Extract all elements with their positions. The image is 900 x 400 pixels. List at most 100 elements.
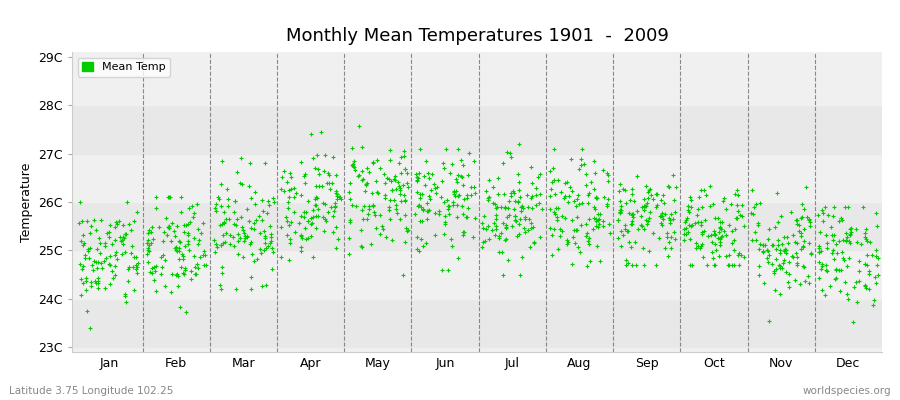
Point xyxy=(181,240,195,247)
Point xyxy=(95,265,110,271)
Point xyxy=(243,160,257,166)
Point xyxy=(734,213,749,220)
Point xyxy=(496,271,510,278)
Point xyxy=(587,186,601,192)
Point xyxy=(772,265,787,272)
Point xyxy=(125,243,140,250)
Point xyxy=(321,209,336,215)
Point xyxy=(393,216,408,222)
Point xyxy=(820,244,834,251)
Point xyxy=(870,272,885,278)
Point xyxy=(858,230,872,236)
Point xyxy=(219,216,233,222)
Point xyxy=(590,243,604,249)
Point xyxy=(617,226,632,232)
Point xyxy=(868,280,883,286)
Point xyxy=(216,220,230,226)
Point xyxy=(716,198,731,204)
Point xyxy=(324,180,338,186)
Point xyxy=(154,271,168,278)
Point xyxy=(385,186,400,193)
Point xyxy=(212,222,227,229)
Point xyxy=(79,278,94,284)
Point xyxy=(98,285,112,292)
Bar xyxy=(72,299,882,347)
Point xyxy=(194,230,209,236)
Point xyxy=(442,210,456,217)
Point xyxy=(258,235,273,242)
Point xyxy=(348,202,363,209)
Point xyxy=(788,250,803,256)
Point xyxy=(509,218,524,224)
Point xyxy=(177,222,192,228)
Point xyxy=(415,191,429,197)
Point xyxy=(421,207,436,213)
Point xyxy=(580,221,594,227)
Point xyxy=(309,225,323,231)
Point xyxy=(688,240,703,246)
Point xyxy=(865,252,879,258)
Point xyxy=(749,237,763,244)
Point xyxy=(561,199,575,206)
Point xyxy=(504,154,518,161)
Point xyxy=(697,186,711,193)
Point xyxy=(601,178,616,184)
Bar xyxy=(72,57,882,105)
Point xyxy=(861,286,876,292)
Point xyxy=(93,240,107,246)
Point xyxy=(171,245,185,251)
Point xyxy=(288,190,302,196)
Point xyxy=(558,192,572,199)
Point xyxy=(475,244,490,250)
Point xyxy=(511,221,526,228)
Point xyxy=(765,261,779,268)
Point xyxy=(649,204,663,210)
Point xyxy=(689,212,704,218)
Point xyxy=(844,229,859,235)
Point xyxy=(410,234,424,240)
Point xyxy=(518,229,533,235)
Point xyxy=(708,230,723,237)
Point xyxy=(582,190,597,196)
Point xyxy=(761,252,776,259)
Point xyxy=(415,218,429,224)
Point xyxy=(346,163,360,169)
Point xyxy=(83,325,97,332)
Point xyxy=(450,254,464,261)
Point xyxy=(255,217,269,224)
Point xyxy=(513,216,527,222)
Point xyxy=(167,244,182,251)
Point xyxy=(834,217,849,223)
Point xyxy=(475,220,490,227)
Point xyxy=(431,211,446,217)
Point xyxy=(842,296,856,302)
Point xyxy=(236,227,250,233)
Point xyxy=(328,223,343,230)
Point xyxy=(414,203,428,210)
Point xyxy=(796,263,811,270)
Point xyxy=(449,202,464,209)
Point xyxy=(169,272,184,278)
Point xyxy=(794,233,808,239)
Point xyxy=(637,262,652,268)
Point xyxy=(491,249,506,255)
Point xyxy=(256,208,270,214)
Point xyxy=(87,217,102,224)
Point xyxy=(156,238,170,244)
Point xyxy=(178,264,193,271)
Point xyxy=(397,148,411,154)
Point xyxy=(177,267,192,273)
Point xyxy=(641,218,655,225)
Point xyxy=(572,191,586,198)
Point xyxy=(281,198,295,205)
Point xyxy=(390,210,404,216)
Point xyxy=(230,216,245,222)
Point xyxy=(660,234,674,240)
Point xyxy=(211,194,225,200)
Point xyxy=(567,198,581,204)
Point xyxy=(492,234,507,241)
Point xyxy=(308,196,322,202)
Point xyxy=(563,156,578,162)
Point xyxy=(223,232,238,238)
Point xyxy=(600,170,615,176)
